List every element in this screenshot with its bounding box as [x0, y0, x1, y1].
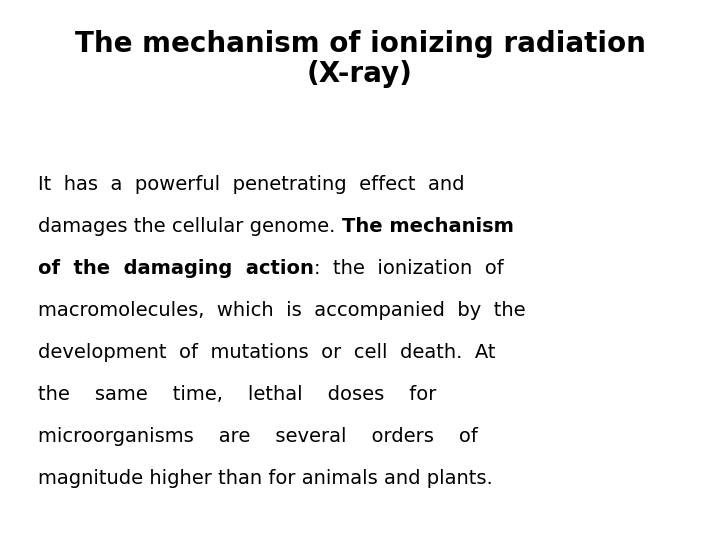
Text: development  of  mutations  or  cell  death.  At: development of mutations or cell death. … — [38, 343, 495, 362]
Text: :  the  ionization  of: : the ionization of — [314, 259, 503, 278]
Text: magnitude higher than for animals and plants.: magnitude higher than for animals and pl… — [38, 469, 492, 488]
Text: The mechanism: The mechanism — [341, 217, 513, 236]
Text: microorganisms    are    several    orders    of: microorganisms are several orders of — [38, 427, 478, 446]
Text: It  has  a  powerful  penetrating  effect  and: It has a powerful penetrating effect and — [38, 175, 464, 194]
Text: The mechanism of ionizing radiation: The mechanism of ionizing radiation — [75, 30, 645, 58]
Text: (X-ray): (X-ray) — [307, 60, 413, 88]
Text: macromolecules,  which  is  accompanied  by  the: macromolecules, which is accompanied by … — [38, 301, 526, 320]
Text: the    same    time,    lethal    doses    for: the same time, lethal doses for — [38, 385, 436, 404]
Text: damages the cellular genome.: damages the cellular genome. — [38, 217, 341, 236]
Text: of  the  damaging  action: of the damaging action — [38, 259, 314, 278]
